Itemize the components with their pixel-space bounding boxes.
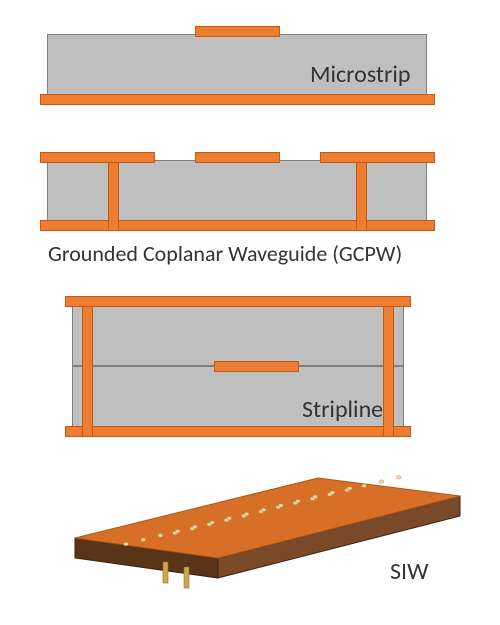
- gcpw-via-left: [108, 152, 119, 231]
- siw-via-dot: [193, 525, 198, 528]
- gcpw-top-strip-center: [195, 152, 280, 163]
- siw-3d-view: [0, 455, 500, 625]
- siw-via-dot: [227, 517, 232, 520]
- microstrip-ground-plane: [40, 94, 435, 105]
- siw-via-dot: [347, 487, 352, 490]
- siw-via-dot: [210, 521, 215, 524]
- siw-via-dot: [244, 512, 249, 515]
- siw-via-dot: [379, 480, 384, 483]
- microstrip-label: Microstrip: [310, 60, 410, 89]
- siw-front-via-1: [163, 562, 168, 583]
- gcpw-top-plane-right: [320, 152, 435, 163]
- gcpw-top-plane-left: [40, 152, 155, 163]
- siw-via-dot: [141, 538, 146, 541]
- siw-via-dot: [396, 476, 401, 479]
- siw-via-dot: [158, 534, 163, 537]
- gcpw-ground-plane: [40, 220, 435, 231]
- siw-label: SIW: [390, 557, 428, 586]
- siw-via-dot: [279, 504, 284, 507]
- siw-via-dot: [175, 530, 180, 533]
- microstrip-top-strip: [195, 26, 280, 37]
- siw-via-dot: [124, 542, 129, 545]
- gcpw-label: Grounded Coplanar Waveguide (GCPW): [48, 240, 402, 267]
- stripline-ground-top: [65, 296, 411, 307]
- stripline-label: Stripline: [302, 395, 383, 424]
- stripline-dielectric-top: [72, 304, 404, 366]
- stripline-via-right: [383, 296, 394, 437]
- stripline-via-left: [82, 296, 93, 437]
- stripline-ground-bottom: [65, 426, 411, 437]
- siw-via-dot: [296, 500, 301, 503]
- gcpw-via-right: [356, 152, 367, 231]
- diagram-canvas: Microstrip Grounded Coplanar Waveguide (…: [0, 0, 500, 622]
- siw-via-dot: [362, 484, 367, 487]
- siw-via-dot: [261, 508, 266, 511]
- siw-via-dot: [330, 491, 335, 494]
- gcpw-dielectric: [47, 160, 427, 222]
- stripline-center-strip: [214, 361, 299, 372]
- siw-via-dot: [313, 495, 318, 498]
- siw-front-via-2: [184, 567, 189, 588]
